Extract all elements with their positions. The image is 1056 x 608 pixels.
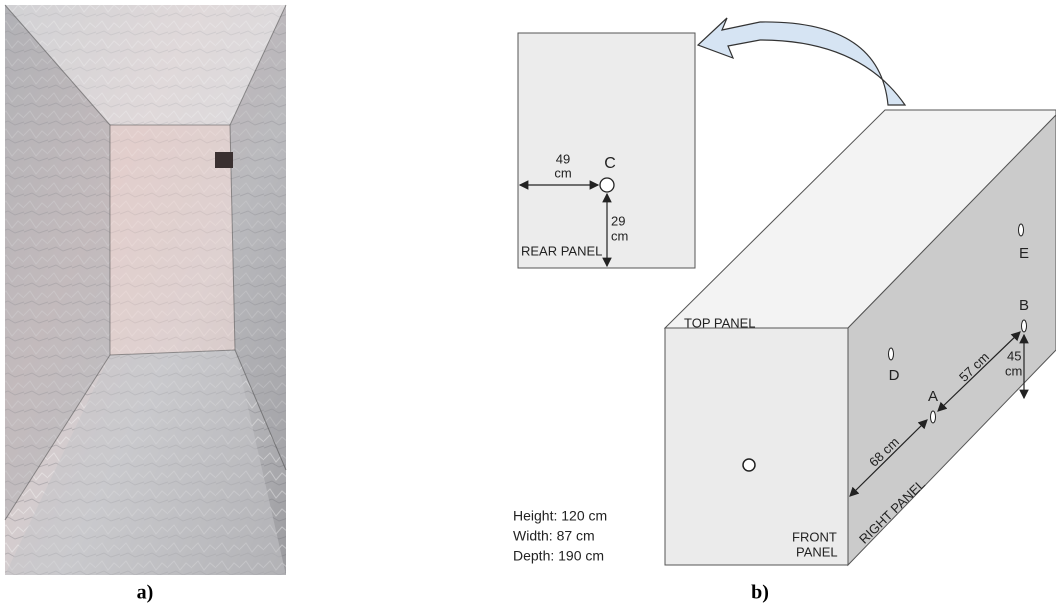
figure: a) C 49 cm 29 cm REAR PANEL TOP PANEL FR… xyxy=(0,0,1056,608)
dimension-label: 49 xyxy=(556,151,570,166)
dimension-label: 45 xyxy=(1007,348,1021,363)
caption: b) xyxy=(751,582,769,604)
hole xyxy=(931,411,936,423)
hole xyxy=(889,348,894,360)
point-label: D xyxy=(889,367,900,384)
dimension-text: Depth: 190 cm xyxy=(513,548,604,564)
dimension-label: 29 xyxy=(611,213,625,228)
dimension-label: cm xyxy=(1005,363,1022,378)
panel-label: REAR PANEL xyxy=(521,243,602,258)
dimension-label: cm xyxy=(554,165,571,180)
dimension-text: Height: 120 cm xyxy=(513,508,607,524)
point-label: E xyxy=(1019,245,1029,262)
hole xyxy=(1019,224,1024,236)
dimension-label: cm xyxy=(611,228,628,243)
point-label: B xyxy=(1019,297,1029,314)
photo xyxy=(5,5,286,575)
hole xyxy=(743,459,755,471)
panel-label: FRONT xyxy=(792,529,837,544)
point-label: C xyxy=(604,155,616,172)
caption: a) xyxy=(137,582,154,604)
panel-label: PANEL xyxy=(796,544,838,559)
arrow xyxy=(698,18,905,105)
dimension-text: Width: 87 cm xyxy=(513,528,595,544)
panel-label: TOP PANEL xyxy=(684,315,756,330)
point-label: A xyxy=(928,388,938,405)
hole xyxy=(600,178,614,192)
hole xyxy=(1022,320,1027,332)
